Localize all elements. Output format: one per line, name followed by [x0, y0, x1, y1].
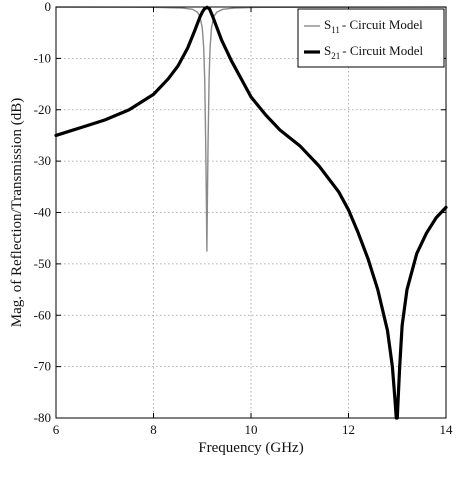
grid-layer — [56, 7, 446, 418]
y-tick-label: -80 — [34, 410, 51, 425]
tick-layer: 6 8 10 12 14 0 -10 -20 -30 -40 -50 -60 -70 -80 — [34, 0, 453, 437]
y-tick-label: -70 — [34, 359, 51, 374]
x-tick-label: 8 — [150, 422, 157, 437]
y-tick-label: -10 — [34, 50, 51, 65]
legend: S11- Circuit Model S21- Circuit Model — [297, 8, 445, 68]
y-tick-label: -20 — [34, 102, 51, 117]
y-tick-label: 0 — [45, 0, 52, 14]
series-line-s21 — [54, 5, 448, 420]
legend-label-s21: S21- Circuit Model — [324, 43, 423, 61]
x-tick-label: 6 — [53, 422, 60, 437]
x-axis-title: Frequency (GHz) — [198, 440, 303, 456]
legend-s21-sub: 21 — [331, 51, 340, 61]
y-axis-title: Mag. of Reflection/Transmission (dB) — [9, 98, 25, 327]
x-tick-label: 10 — [245, 422, 258, 437]
y-tick-label: -50 — [34, 256, 51, 271]
y-tick-label: -40 — [34, 205, 51, 220]
x-tick-label: 14 — [440, 422, 454, 437]
series-line-s11 — [55, 6, 447, 252]
legend-label-s11: S11- Circuit Model — [324, 17, 423, 35]
legend-s21-rest: - Circuit Model — [342, 43, 423, 58]
y-tick-label: -30 — [34, 153, 51, 168]
series-layer — [54, 5, 448, 420]
legend-s11-sub: 11 — [331, 25, 340, 35]
legend-box — [297, 8, 445, 68]
x-tick-label: 12 — [342, 422, 355, 437]
legend-s11-rest: - Circuit Model — [342, 17, 423, 32]
y-tick-label: -60 — [34, 307, 51, 322]
legend-s21-main: S — [324, 43, 331, 58]
legend-s11-main: S — [324, 17, 331, 32]
